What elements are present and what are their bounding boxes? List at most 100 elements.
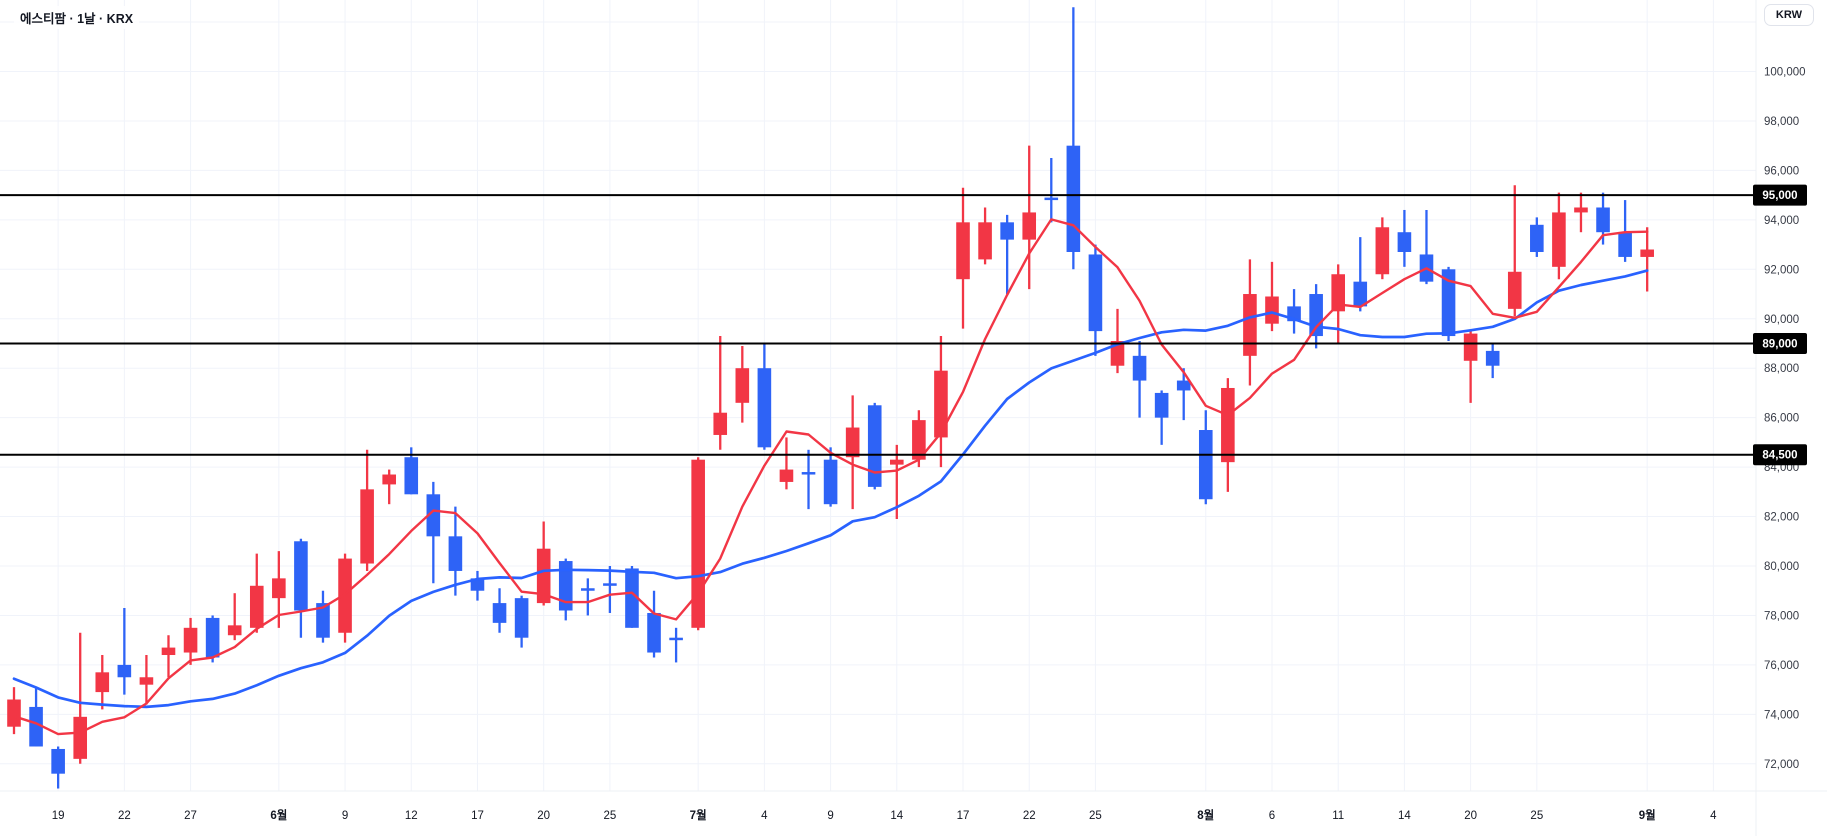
day-tick-label: 4: [761, 810, 768, 822]
candle-body: [272, 578, 286, 599]
candle-body: [448, 536, 463, 571]
price-tick-label: 74,000: [1764, 709, 1799, 721]
candle-body: [1375, 227, 1390, 275]
horizontal-lines: [0, 194, 1756, 456]
candle-body: [183, 627, 198, 653]
price-badge-box: [1753, 332, 1807, 354]
candle-body: [1110, 341, 1125, 366]
day-tick-label: 12: [405, 810, 418, 822]
day-tick-label: 20: [537, 810, 550, 822]
candle-body: [1640, 249, 1654, 257]
month-tick-label: 6월: [270, 808, 287, 822]
candle-body: [1022, 212, 1037, 240]
price-tick-label: 78,000: [1764, 610, 1799, 622]
candle-body: [779, 469, 794, 482]
price-tick-label: 94,000: [1764, 215, 1799, 227]
candle-body: [1530, 224, 1544, 252]
price-tick-label: 96,000: [1764, 165, 1799, 177]
time-axis-pane[interactable]: [0, 791, 1827, 836]
candle-body: [404, 457, 419, 495]
symbol-legend[interactable]: 에스티팜 · 1날 · KRX: [14, 6, 140, 29]
candle-body: [1243, 294, 1257, 356]
candle-body: [470, 578, 485, 591]
candle-body: [823, 459, 838, 505]
candle-body: [1353, 281, 1368, 307]
candle-body: [161, 647, 176, 656]
price-tick-label: 82,000: [1764, 512, 1799, 524]
price-badge-label: 95,000: [1762, 190, 1797, 202]
candle-body: [227, 625, 242, 636]
candle-body: [978, 222, 992, 260]
candle-body: [735, 368, 750, 403]
price-tick-label: 86,000: [1764, 413, 1799, 425]
day-tick-label: 20: [1464, 810, 1477, 822]
day-tick-label: 6: [1269, 810, 1275, 822]
candle-body: [956, 222, 970, 280]
price-badge-label: 84,500: [1762, 450, 1797, 462]
candle-body: [360, 489, 374, 564]
candle-body: [536, 548, 551, 604]
candle-body: [558, 561, 573, 611]
candle-body: [1552, 212, 1566, 267]
day-tick-label: 27: [184, 810, 197, 822]
candle-body: [338, 558, 352, 633]
day-tick-label: 17: [471, 810, 484, 822]
candle-body: [625, 568, 639, 628]
candle-body: [912, 420, 926, 460]
price-tick-label: 92,000: [1764, 264, 1799, 276]
candle-body: [1309, 294, 1323, 337]
candle-body: [29, 706, 43, 747]
candle-body: [1221, 387, 1235, 463]
candle-body: [669, 637, 683, 641]
candle-body: [691, 459, 705, 628]
x-axis-labels[interactable]: 19 22 27 6월 9 12 17 20 25 7월 4 9 14 17 22 25 8월 6 11 14 20 25…: [52, 808, 1717, 822]
price-grid: [0, 21, 1756, 765]
price-tick-label: 100,000: [1764, 67, 1806, 79]
candle-body: [581, 588, 595, 591]
month-tick-label: 8월: [1197, 808, 1214, 822]
candle-body: [426, 494, 441, 537]
candle-body: [1176, 380, 1191, 391]
candle-body: [1132, 355, 1147, 381]
day-tick-label: 14: [890, 810, 903, 822]
candles-layer: [7, 7, 1654, 789]
day-tick-label: 11: [1332, 810, 1344, 822]
candle-body: [1066, 145, 1081, 252]
candle-body: [249, 585, 264, 628]
candle-body: [51, 748, 65, 774]
candle-body: [1044, 197, 1059, 201]
price-tick-label: 88,000: [1764, 363, 1799, 375]
day-tick-label: 22: [118, 810, 131, 822]
candle-body: [95, 672, 110, 693]
candle-body: [1000, 222, 1014, 240]
candle-body: [890, 459, 904, 465]
price-axis-pane[interactable]: [1756, 0, 1827, 836]
day-tick-label: 4: [1710, 810, 1717, 822]
candle-body: [7, 699, 21, 727]
candle-body: [1596, 207, 1610, 233]
month-tick-label: 7월: [690, 808, 707, 822]
candle-body: [205, 617, 220, 658]
candle-body: [1088, 254, 1103, 332]
candle-body: [73, 716, 88, 759]
y-axis-labels[interactable]: 100,000 98,000 96,000 94,000 92,000 90,000 88,…: [1764, 67, 1806, 771]
price-badge-label: 89,000: [1762, 338, 1797, 350]
day-tick-label: 22: [1023, 810, 1036, 822]
candle-body: [757, 368, 772, 448]
candle-body: [934, 370, 948, 438]
candle-body: [1198, 430, 1213, 500]
day-tick-label: 9: [827, 810, 833, 822]
candle-body: [1574, 207, 1588, 213]
price-tick-label: 72,000: [1764, 759, 1799, 771]
day-tick-label: 17: [957, 810, 970, 822]
candle-body: [1618, 232, 1632, 257]
time-grid: [57, 0, 1714, 791]
currency-button[interactable]: KRW: [1763, 4, 1814, 26]
candle-body: [845, 427, 860, 458]
candle-body: [294, 541, 308, 611]
candle-body: [1154, 392, 1169, 418]
day-tick-label: 25: [1530, 810, 1543, 822]
candle-body: [801, 472, 816, 475]
